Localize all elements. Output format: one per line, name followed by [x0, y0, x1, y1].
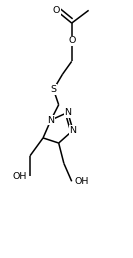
Text: OH: OH: [12, 172, 27, 181]
Text: S: S: [51, 85, 57, 94]
Text: O: O: [52, 6, 60, 15]
Text: N: N: [47, 116, 54, 125]
Text: N: N: [64, 108, 71, 117]
Text: OH: OH: [75, 177, 89, 186]
Text: N: N: [70, 126, 76, 135]
Text: O: O: [68, 36, 75, 45]
